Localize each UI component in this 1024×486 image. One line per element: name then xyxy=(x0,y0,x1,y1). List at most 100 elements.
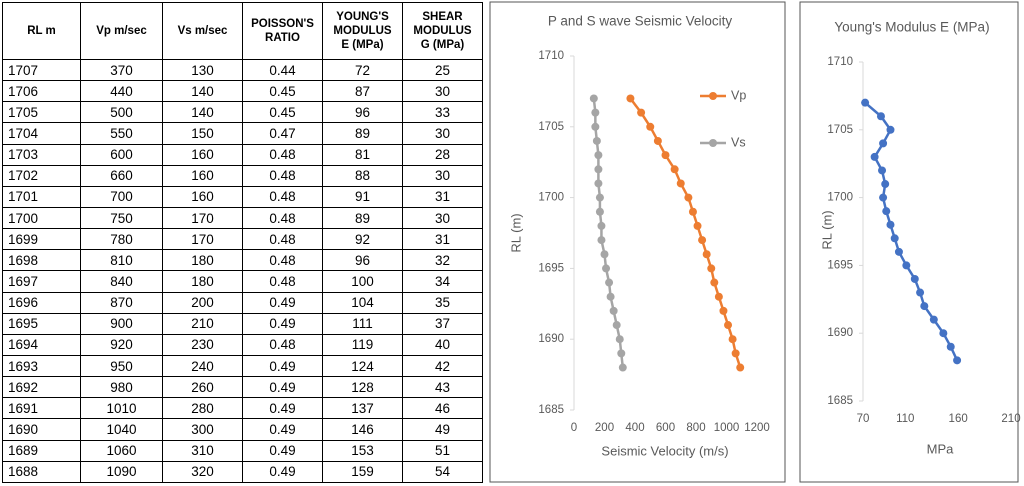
data-point xyxy=(605,278,614,287)
x-tick-label: 400 xyxy=(625,422,644,434)
table-row: 1701 700 160 0.48 91 31 xyxy=(2,185,483,208)
y-tick-label: 1710 xyxy=(827,56,853,68)
column-header: Vp m/sec xyxy=(80,2,163,60)
table-cell: 96 xyxy=(322,249,403,272)
table-cell: 1705 xyxy=(2,101,81,124)
data-point xyxy=(731,349,740,358)
data-point xyxy=(595,193,604,202)
legend-label: Vs xyxy=(731,135,746,149)
table-row: 1702 660 160 0.48 88 30 xyxy=(2,164,483,187)
table-cell: 150 xyxy=(162,122,243,145)
data-point xyxy=(637,108,646,117)
data-point xyxy=(698,236,707,245)
table-cell: 310 xyxy=(162,439,243,462)
column-header: Vs m/sec xyxy=(162,2,243,60)
y-tick-label: 1685 xyxy=(538,404,564,416)
table-cell: 153 xyxy=(322,439,403,462)
table-cell: 900 xyxy=(80,312,163,335)
data-point xyxy=(594,151,603,160)
data-point xyxy=(870,152,879,161)
data-point xyxy=(597,236,606,245)
table-row: 1698 810 180 0.48 96 32 xyxy=(2,249,483,272)
data-point xyxy=(597,221,606,230)
table-row: 1695 900 210 0.49 111 37 xyxy=(2,312,483,335)
table-cell: 89 xyxy=(322,206,403,230)
table-row: 1700 750 170 0.48 89 30 xyxy=(2,206,483,230)
table-cell: 1090 xyxy=(80,460,163,484)
x-tick-label: 600 xyxy=(656,422,675,434)
table-cell: 780 xyxy=(80,228,163,251)
legend-marker xyxy=(709,139,717,147)
x-tick-label: 70 xyxy=(857,413,870,425)
data-point xyxy=(702,250,711,259)
data-point xyxy=(612,321,621,330)
legend-label: Vp xyxy=(731,88,746,102)
table-cell: 600 xyxy=(80,143,163,166)
data-point xyxy=(939,329,948,338)
data-point xyxy=(595,207,604,216)
table-cell: 370 xyxy=(80,58,163,82)
table-cell: 0.49 xyxy=(242,460,323,484)
data-point xyxy=(879,193,888,202)
data-point xyxy=(876,112,885,121)
data-point xyxy=(626,94,635,103)
table-cell: 320 xyxy=(162,460,243,484)
data-point xyxy=(707,264,716,273)
table-cell: 440 xyxy=(80,80,163,103)
table-cell: 950 xyxy=(80,354,163,378)
data-point xyxy=(881,180,890,189)
table-cell: 140 xyxy=(162,101,243,124)
y-tick-label: 1705 xyxy=(827,124,853,136)
y-tick-label: 1705 xyxy=(538,121,564,133)
table-cell: 49 xyxy=(402,418,483,441)
table-cell: 30 xyxy=(402,206,483,230)
table-cell: 1704 xyxy=(2,122,81,145)
column-header: POISSON'S RATIO xyxy=(242,2,323,60)
table-cell: 1010 xyxy=(80,397,163,420)
data-point xyxy=(929,315,938,324)
data-point xyxy=(589,94,598,103)
series-line xyxy=(864,101,959,361)
table-row: 1692 980 260 0.49 128 43 xyxy=(2,376,483,399)
table-row: 1696 870 200 0.49 104 35 xyxy=(2,291,483,314)
data-point xyxy=(861,98,870,107)
table-cell: 160 xyxy=(162,185,243,208)
data-point xyxy=(592,136,601,145)
table-row: 1689 1060 310 0.49 153 51 xyxy=(2,439,483,462)
data-point xyxy=(719,306,728,315)
table-cell: 1700 xyxy=(2,206,81,230)
data-point xyxy=(684,193,693,202)
data-point xyxy=(953,356,962,365)
data-point xyxy=(693,221,702,230)
table-row: 1705 500 140 0.45 96 33 xyxy=(2,101,483,124)
data-point xyxy=(724,321,733,330)
data-point xyxy=(594,165,603,174)
column-header: RL m xyxy=(2,2,81,60)
table-row: 1706 440 140 0.45 87 30 xyxy=(2,80,483,103)
data-point xyxy=(600,250,609,259)
data-point xyxy=(736,363,745,372)
x-tick-label: 0 xyxy=(571,422,577,434)
data-point xyxy=(591,122,600,131)
x-tick-label: 110 xyxy=(896,413,914,425)
data-point xyxy=(606,292,615,301)
data-point xyxy=(670,165,679,174)
data-point xyxy=(594,179,603,188)
data-table: RL m Vp m/sec Vs m/sec POISSON'S RATIO YOUNG… xyxy=(2,2,483,484)
data-point xyxy=(910,274,919,283)
data-point xyxy=(602,264,611,273)
table-cell: 1698 xyxy=(2,249,81,272)
table-cell: 0.45 xyxy=(242,80,323,103)
table-cell: 1040 xyxy=(80,418,163,441)
table-cell: 30 xyxy=(402,164,483,187)
chart-title: Young's Modulus E (MPa) xyxy=(834,20,989,35)
y-axis-label: RL (m) xyxy=(508,213,523,252)
table-cell: 1706 xyxy=(2,80,81,103)
table-cell: 1691 xyxy=(2,397,81,420)
data-point xyxy=(946,342,955,351)
table-row: 1688 1090 320 0.49 159 54 xyxy=(2,460,483,484)
data-point xyxy=(886,125,895,134)
x-tick-label: 200 xyxy=(595,422,614,434)
table-header: RL m Vp m/sec Vs m/sec POISSON'S RATIO YOUNG… xyxy=(2,2,483,60)
